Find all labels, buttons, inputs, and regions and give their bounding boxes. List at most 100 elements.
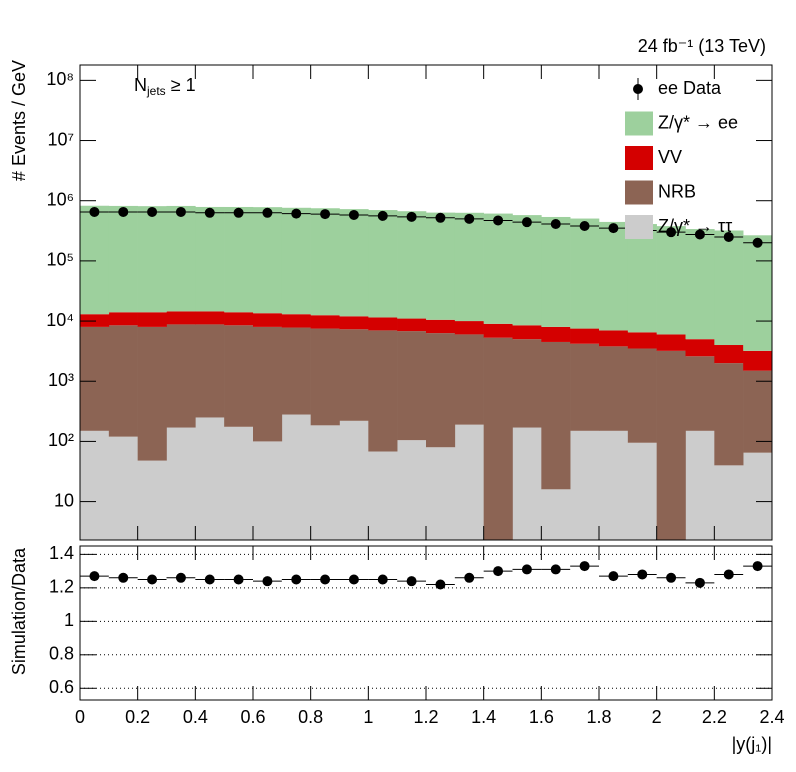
histogram-bar: [195, 324, 225, 418]
y-tick-label: 0.6: [49, 677, 74, 697]
histogram-bar: [599, 221, 629, 331]
histogram-bar: [310, 328, 340, 426]
ratio-point: [377, 574, 388, 585]
histogram-bar: [195, 417, 225, 540]
histogram-bar: [426, 447, 456, 540]
histogram-bar: [714, 345, 744, 364]
histogram-bar: [253, 326, 283, 442]
legend-swatch: [625, 111, 653, 136]
histogram-bar: [368, 317, 398, 331]
data-point: [521, 217, 532, 228]
histogram-bar: [454, 334, 484, 425]
legend-label: VV: [658, 147, 682, 167]
histogram-bar: [599, 430, 629, 540]
histogram-bar: [80, 205, 110, 315]
histogram-bar: [714, 363, 744, 466]
data-point: [89, 206, 100, 217]
x-axis-label: |y(j₁)|: [732, 734, 772, 754]
histogram-bar: [281, 314, 311, 328]
histogram-bar: [281, 207, 311, 315]
histogram-bar: [426, 333, 456, 448]
x-tick-label: 2: [652, 707, 662, 727]
histogram-bar: [743, 452, 772, 540]
histogram-bar: [483, 323, 513, 338]
data-point: [550, 219, 561, 230]
data-point: [406, 211, 417, 222]
histogram-bar: [656, 350, 686, 540]
ratio-point: [291, 574, 302, 585]
histogram-bar: [743, 350, 772, 371]
histogram-bar: [253, 441, 283, 540]
y-axis-label: # Events / GeV: [9, 60, 29, 181]
histogram-bar: [80, 314, 110, 327]
data-point: [175, 206, 186, 217]
histogram-bar: [685, 339, 715, 357]
legend-label: Z/γ* → ee: [658, 112, 738, 132]
top-plot: [80, 205, 772, 540]
histogram-bar: [108, 436, 138, 540]
histogram-bar: [253, 207, 283, 314]
ratio-point: [550, 564, 561, 575]
histogram-bar: [137, 460, 167, 540]
ratio-point: [493, 566, 504, 577]
ratio-point: [694, 577, 705, 588]
histogram-bar: [483, 337, 513, 540]
x-tick-label: 2.4: [759, 707, 784, 727]
histogram-bar: [570, 328, 600, 344]
data-point: [262, 207, 273, 218]
data-point: [147, 206, 158, 217]
histogram-bar: [743, 370, 772, 453]
histogram-bar: [570, 430, 600, 540]
histogram-bar: [137, 312, 167, 327]
histogram-bar: [512, 427, 542, 540]
legend-marker: [633, 84, 643, 94]
histogram-bar: [541, 341, 571, 490]
data-point: [204, 207, 215, 218]
data-point: [723, 231, 734, 242]
histogram-bar: [166, 311, 196, 325]
histogram-bar: [685, 430, 715, 540]
histogram-bar: [281, 327, 311, 415]
y-tick-label: 10⁷: [47, 129, 74, 149]
x-tick-label: 1.4: [471, 707, 496, 727]
y-tick-label: 10⁴: [46, 310, 74, 330]
histogram-bar: [627, 442, 657, 540]
data-point: [348, 209, 359, 220]
histogram-bar: [224, 312, 254, 326]
histogram-bar: [368, 210, 398, 318]
legend-label: NRB: [658, 181, 696, 201]
y-tick-label: 10³: [48, 370, 74, 390]
ratio-point: [435, 579, 446, 590]
annotation-n: N: [134, 75, 147, 95]
x-tick-label: 2.2: [702, 707, 727, 727]
histogram-bar: [743, 235, 772, 351]
ratio-point: [320, 574, 331, 585]
histogram-bar: [253, 313, 283, 327]
histogram-bar: [541, 216, 571, 327]
ratio-point: [175, 572, 186, 583]
histogram-bar: [224, 426, 254, 540]
histogram-bar: [656, 334, 686, 351]
ratio-point: [579, 561, 590, 572]
histogram-bar: [368, 330, 398, 452]
histogram-bar: [483, 213, 513, 324]
ratio-point: [118, 572, 129, 583]
y-tick-label: 10⁶: [47, 189, 74, 209]
frame: [79, 545, 773, 701]
histogram-bar: [339, 329, 369, 421]
x-tick-label: 0.8: [298, 707, 323, 727]
histogram-bar: [397, 440, 427, 540]
histogram-bar: [166, 427, 196, 540]
histogram-bar: [224, 325, 254, 427]
histogram-bar: [195, 311, 225, 325]
x-tick-label: 1.6: [529, 707, 554, 727]
histogram-bar: [426, 212, 456, 320]
ratio-point: [464, 572, 475, 583]
ratio-point: [89, 571, 100, 582]
y-tick-label: 10⁵: [47, 250, 74, 270]
ratio-point: [666, 572, 677, 583]
ratio-point: [233, 574, 244, 585]
data-point: [291, 208, 302, 219]
histogram-bar: [166, 205, 196, 312]
